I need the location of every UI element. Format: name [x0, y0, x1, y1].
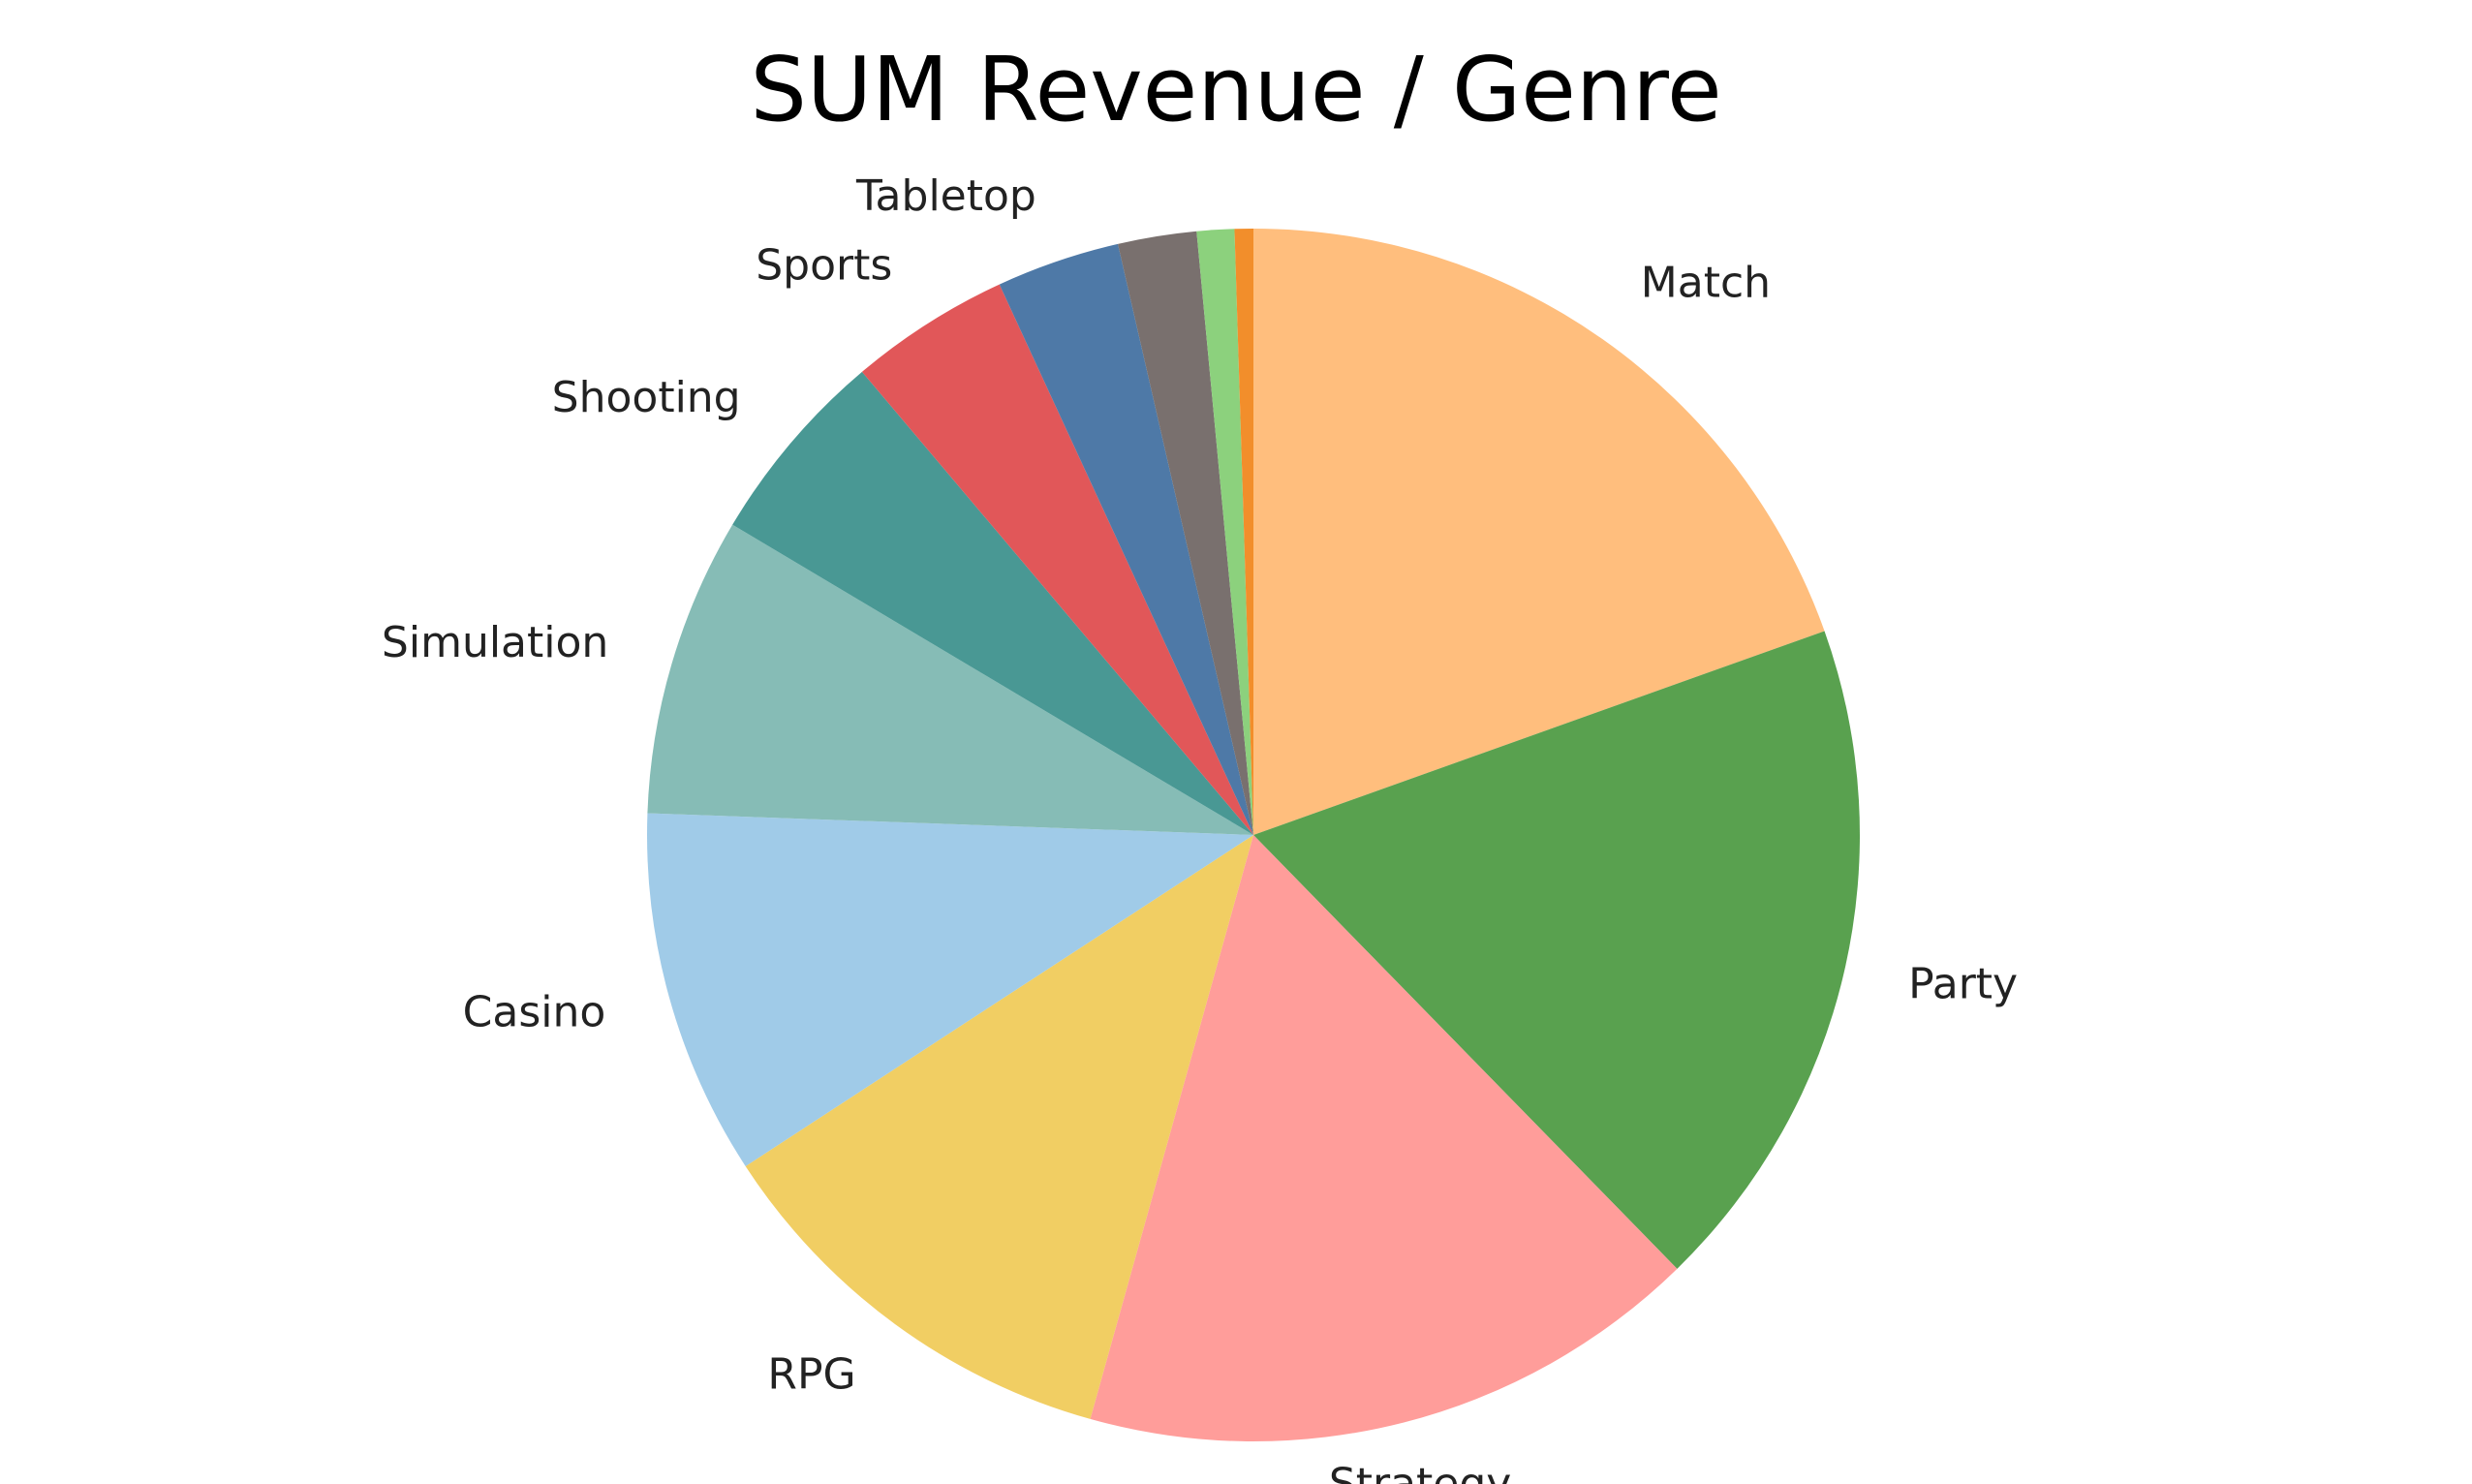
pie-slice-shooting[interactable] — [732, 371, 1253, 835]
chart-title: SUM Revenue / Genre — [750, 38, 1722, 141]
pie-slice-tabletop[interactable] — [999, 243, 1253, 836]
pie-slice-party[interactable] — [1253, 631, 1861, 1269]
pie-slice-12[interactable] — [1234, 229, 1253, 835]
slice-label-match: Match — [1641, 259, 1771, 308]
pie-slice-sports[interactable] — [861, 284, 1253, 835]
slice-label-rpg: RPG — [767, 1350, 855, 1400]
slice-label-party: Party — [1908, 959, 2018, 1008]
slice-label-simulation: Simulation — [382, 618, 608, 667]
pie-slice-rpg[interactable] — [745, 835, 1253, 1419]
pie-slice-strategy[interactable] — [1090, 835, 1678, 1441]
pie-slices — [647, 229, 1861, 1441]
slice-label-casino: Casino — [463, 988, 606, 1037]
slice-label-tabletop: Tabletop — [855, 171, 1036, 221]
pie-slice-match[interactable] — [1253, 229, 1825, 835]
pie-slice-10[interactable] — [1118, 231, 1253, 835]
slice-label-strategy: Strategy — [1329, 1459, 1512, 1484]
pie-slice-simulation[interactable] — [647, 524, 1253, 835]
slice-label-shooting: Shooting — [552, 373, 741, 422]
pie-slice-11[interactable] — [1196, 229, 1253, 835]
pie-slice-casino[interactable] — [647, 813, 1253, 1166]
slice-label-sports: Sports — [756, 241, 892, 291]
pie-labels: Match Party Strategy RPG Casino Simulation Sho… — [382, 171, 2018, 1484]
